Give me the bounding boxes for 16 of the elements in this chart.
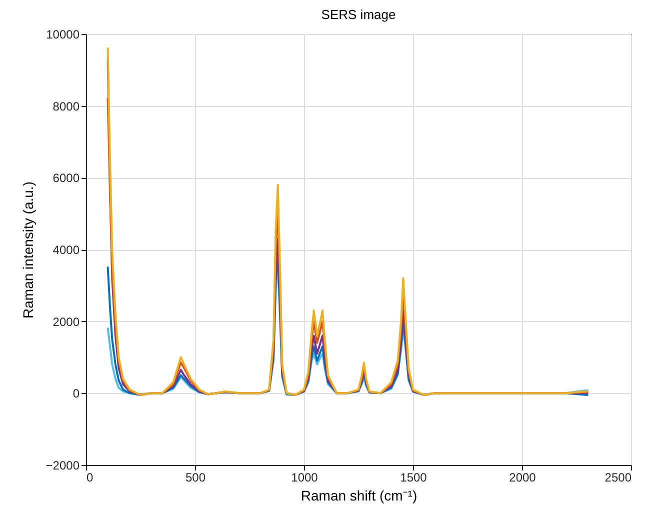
y-axis-title: Raman intensity (a.u.) <box>20 182 36 318</box>
y-tick-label: 8000 <box>52 99 80 114</box>
y-tick-label: 0 <box>72 386 80 401</box>
x-axis-title: Raman shift (cm⁻¹) <box>300 488 418 504</box>
y-tick-label: 4000 <box>52 243 80 257</box>
y-tick-label: −2000 <box>46 458 80 472</box>
x-tick-label: 1500 <box>400 470 428 484</box>
y-tick-label: 10000 <box>46 28 80 42</box>
x-tick-label: 0 <box>86 470 94 484</box>
y-tick-label: 2000 <box>52 314 80 329</box>
x-tick-label: 500 <box>185 470 206 484</box>
chart-title: SERS image <box>321 7 396 22</box>
y-tick-label: 6000 <box>52 171 80 186</box>
x-tick-label: 1000 <box>291 470 318 484</box>
x-tick-label: 2000 <box>509 470 536 484</box>
x-tick-label: 2500 <box>604 470 632 484</box>
